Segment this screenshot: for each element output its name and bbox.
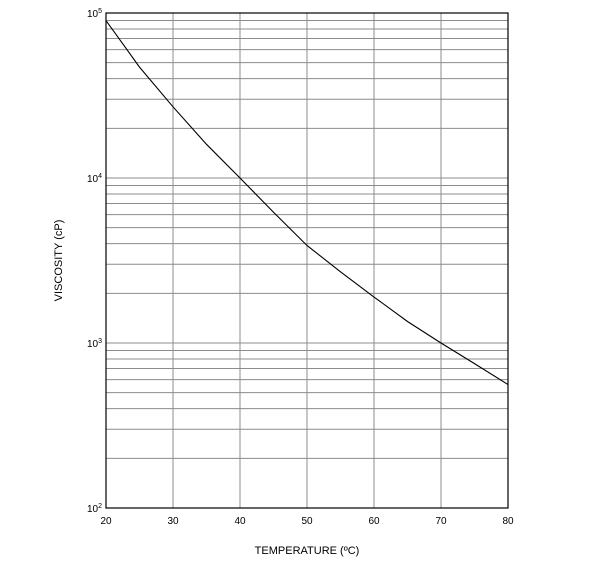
y-tick-label: 105: [87, 8, 102, 20]
viscosity-curve: [105, 20, 509, 386]
x-tick-label: 30: [167, 516, 179, 527]
y-tick-label: 102: [87, 503, 102, 515]
x-tick-label: 50: [301, 516, 313, 527]
x-tick-label: 70: [435, 516, 447, 527]
x-tick-label: 20: [100, 516, 112, 527]
x-tick-label: 40: [234, 516, 246, 527]
y-tick-label: 103: [87, 338, 102, 350]
x-tick-label: 80: [502, 516, 514, 527]
grid-lines: [105, 13, 509, 508]
x-axis-ticks: 20 30 40 50 60 70 80: [100, 516, 514, 527]
plot-frame: [105, 12, 509, 509]
y-axis-ticks: 102 103 104 105: [87, 8, 102, 515]
x-axis-label: TEMPERATURE (ºC): [255, 545, 360, 557]
y-tick-label: 104: [87, 173, 102, 185]
y-axis-label: VISCOSITY (cP): [53, 220, 65, 302]
x-tick-label: 60: [368, 516, 380, 527]
